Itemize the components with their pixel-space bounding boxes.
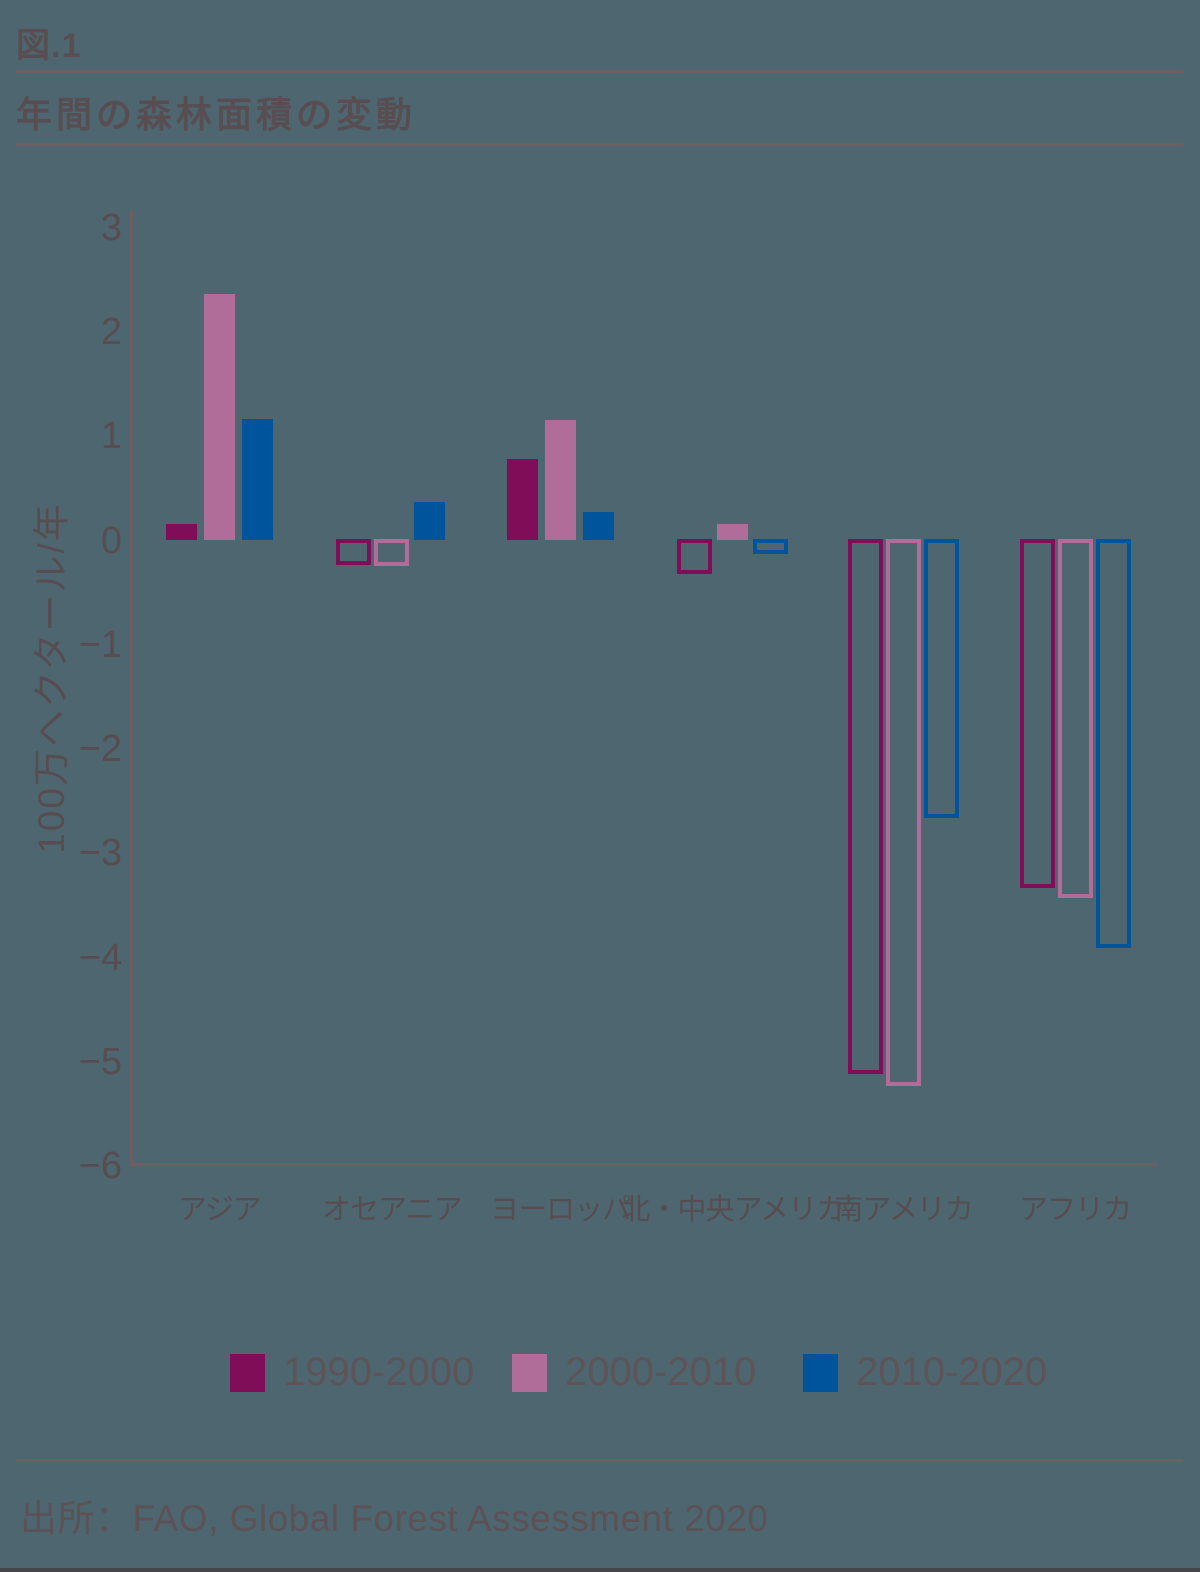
bar-0-1 xyxy=(203,294,235,541)
bar-3-1 xyxy=(717,523,749,541)
x-category-label-3: 北・中央アメリカ xyxy=(621,1194,846,1226)
y-axis-line xyxy=(130,210,133,1166)
header-divider-top xyxy=(16,70,1183,73)
y-tick-label-1: 1 xyxy=(100,415,122,458)
x-category-label-1: オセアニア xyxy=(322,1194,462,1226)
x-category-label-0: アジア xyxy=(177,1194,262,1226)
bar-4-0 xyxy=(848,538,883,1075)
page-title: 年間の森林面積の変動 xyxy=(16,94,417,135)
y-tick-label--4: −4 xyxy=(78,936,122,979)
y-tick-label-0: 0 xyxy=(100,519,122,562)
bar-2-1 xyxy=(544,419,576,541)
x-axis-line xyxy=(130,1163,1158,1166)
y-tick-label--6: −6 xyxy=(78,1145,122,1187)
bar-0-0 xyxy=(165,523,197,541)
bar-4-1 xyxy=(886,538,921,1086)
bar-0-2 xyxy=(241,418,273,541)
bar-4-2 xyxy=(924,538,959,818)
legend-label-2010-2020: 2010-2020 xyxy=(856,1350,1048,1394)
x-category-label-2: ヨーロッパ xyxy=(490,1194,631,1226)
y-tick-label--1: −1 xyxy=(78,623,122,666)
bar-5-2 xyxy=(1095,538,1131,949)
bar-5-1 xyxy=(1057,538,1093,898)
bar-1-2 xyxy=(414,501,446,541)
y-tick-label--2: −2 xyxy=(78,728,122,770)
legend-swatch-2000-2010 xyxy=(512,1354,547,1392)
y-tick-label-2: 2 xyxy=(100,311,122,353)
legend-swatch-2010-2020 xyxy=(803,1354,838,1392)
y-tick-label--3: −3 xyxy=(78,832,122,875)
y-tick-label--5: −5 xyxy=(78,1040,122,1083)
x-category-label-4: 南アメリカ xyxy=(834,1194,974,1226)
legend-label-1990-2000: 1990-2000 xyxy=(283,1350,475,1394)
bar-3-0 xyxy=(677,538,713,574)
y-tick-label-3: 3 xyxy=(100,206,122,249)
figure-label: 図.1 xyxy=(16,27,82,65)
bar-1-1 xyxy=(374,538,410,567)
bar-5-0 xyxy=(1019,538,1055,888)
bar-2-2 xyxy=(582,512,614,541)
bar-3-2 xyxy=(753,538,789,554)
bar-2-0 xyxy=(506,459,538,541)
legend-swatch-1990-2000 xyxy=(230,1354,265,1392)
footer-divider xyxy=(16,1459,1183,1462)
source-note: 出所：FAO, Global Forest Assessment 2020 xyxy=(20,1498,769,1539)
header-divider-bottom xyxy=(16,143,1183,146)
x-category-label-5: アフリカ xyxy=(1019,1194,1132,1226)
bar-1-0 xyxy=(336,538,372,566)
bottom-edge-line xyxy=(0,1568,1200,1572)
legend-label-2000-2010: 2000-2010 xyxy=(565,1350,757,1394)
